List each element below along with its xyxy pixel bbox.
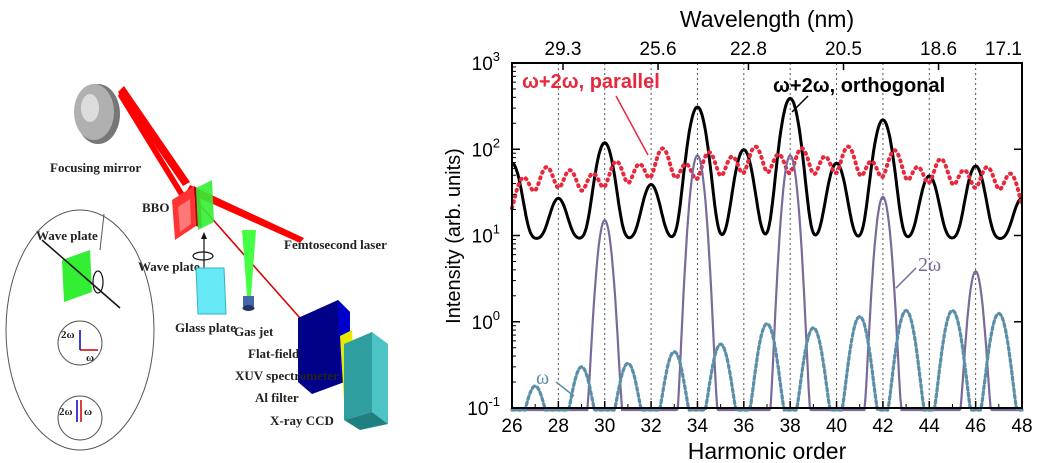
x-tick-label: 42 <box>872 416 893 437</box>
xuv-spectrometer-label: XUV spectrometer <box>235 368 339 383</box>
annotation-w-arrow <box>555 381 575 397</box>
y-tick-label: 10-1 <box>467 394 500 420</box>
femtosecond-laser-label: Femtosecond laser <box>284 237 387 252</box>
harmonic-spectrum-chart: 26 28 30 32 34 36 38 40 42 44 46 48 29.3 25.6 22.8 20.5… <box>443 6 1033 463</box>
series-line-1 <box>510 144 1024 211</box>
inset-wave-plate <box>62 250 92 302</box>
gas-jet <box>242 230 256 311</box>
top-tick-label: 25.6 <box>640 39 677 60</box>
x-tick-label: 32 <box>641 416 662 437</box>
chart-top-axis-title: Wavelength (nm) <box>680 6 854 32</box>
wave-plate-main <box>196 180 214 230</box>
chart-gridlines <box>557 63 977 408</box>
laser-beam-incoming <box>186 185 304 243</box>
inset-2w-label-a: 2ω <box>61 329 75 341</box>
top-tick-label: 18.6 <box>920 39 957 60</box>
y-tick-label: 100 <box>472 308 500 334</box>
inset-w-label-a: ω <box>86 352 94 364</box>
polarization-inset: Wave plate 2ω ω 2ω ω <box>5 209 155 451</box>
flat-field-label: Flat-field <box>248 346 300 361</box>
annotation-w: ω <box>536 367 549 389</box>
x-tick-label: 36 <box>733 416 754 437</box>
annotation-orthogonal-arrow <box>791 95 809 113</box>
glass-plate-label: Glass plate <box>175 320 236 335</box>
annotation-orthogonal: ω+2ω, orthogonal <box>773 75 945 97</box>
x-tick-label: 28 <box>548 416 569 437</box>
plot-frame <box>511 62 1023 409</box>
xray-ccd <box>344 332 388 430</box>
chart-y-axis-label: Intensity (arb. units) <box>443 148 465 324</box>
laser-beam-reflected-upper <box>118 86 190 186</box>
chart-series <box>510 96 1024 412</box>
series-line-2 <box>512 153 1022 412</box>
y-tick-label: 102 <box>472 135 500 161</box>
bbo-label: BBO <box>142 200 169 215</box>
y-tick-label: 101 <box>472 222 500 248</box>
gas-jet-label: Gas jet <box>234 324 274 339</box>
setup-diagram: Focusing mirror BBO Femtosecond laser Wa… <box>5 84 388 451</box>
x-tick-label: 46 <box>965 416 986 437</box>
chart-x-axis-label: Harmonic order <box>688 438 847 463</box>
inset-2w-label-b: 2ω <box>59 406 73 418</box>
y-tick-label: 103 <box>472 49 500 75</box>
inset-w-label-b: ω <box>84 406 92 418</box>
focusing-mirror-label: Focusing mirror <box>50 160 141 175</box>
glass-plate <box>195 267 227 315</box>
series-line-3 <box>510 308 1024 412</box>
x-tick-label: 26 <box>501 416 522 437</box>
inset-wave-plate-label: Wave plate <box>36 228 98 243</box>
x-tick-label: 44 <box>919 416 941 437</box>
x-tick-label: 48 <box>1011 416 1032 437</box>
top-tick-label: 22.8 <box>730 39 767 60</box>
x-tick-label: 30 <box>594 416 615 437</box>
x-tick-label: 40 <box>826 416 847 437</box>
top-tick-label: 29.3 <box>545 39 582 60</box>
laser-beam-reflected-lower <box>118 90 186 197</box>
x-tick-label: 34 <box>687 416 709 437</box>
annotation-parallel: ω+2ω, parallel <box>522 71 660 93</box>
wave-plate-label: Wave plate <box>138 259 200 274</box>
top-tick-label: 20.5 <box>825 39 862 60</box>
annotation-2w: 2ω <box>918 254 941 276</box>
annotation-parallel-arrow <box>615 95 649 156</box>
series-line-0 <box>511 96 1023 241</box>
focusing-mirror <box>74 84 120 144</box>
al-filter-label: Al filter <box>255 390 299 405</box>
x-tick-label: 38 <box>780 416 801 437</box>
xray-ccd-label: X-ray CCD <box>270 413 334 428</box>
annotation-2w-arrow <box>895 267 917 289</box>
rotation-arrow-icon <box>192 232 214 268</box>
top-tick-label: 17.1 <box>985 39 1022 60</box>
chart-ticks: 26 28 30 32 34 36 38 40 42 44 46 48 29.3 25.6 22.8 20.5… <box>467 39 1032 437</box>
